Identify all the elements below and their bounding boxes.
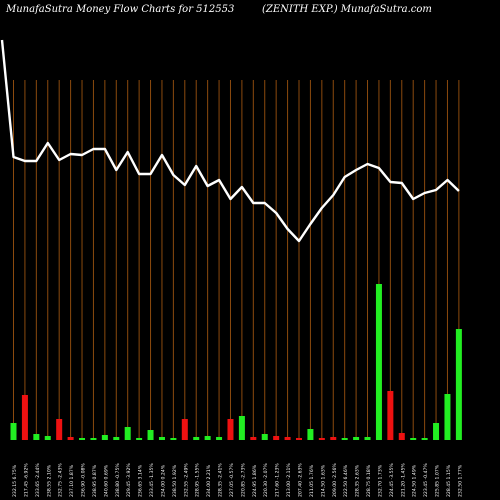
flow-bar bbox=[444, 394, 451, 440]
x-tick-label: 214.50 1.63% bbox=[320, 464, 326, 497]
flow-bar bbox=[387, 391, 394, 440]
x-tick-label: 238.95 0.87% bbox=[92, 464, 98, 497]
flow-bar bbox=[433, 423, 440, 440]
x-tick-label: 232.15 6.75% bbox=[12, 464, 18, 497]
x-tick-label: 207.40 -2.63% bbox=[298, 463, 304, 497]
x-tick-label: 223.45 -0.47% bbox=[423, 463, 429, 497]
x-tick-label: 232.50 1.77% bbox=[457, 464, 463, 497]
flow-bar bbox=[398, 433, 405, 440]
x-tick-label: 222.50 6.46% bbox=[343, 464, 349, 497]
flow-bar bbox=[113, 437, 120, 440]
flow-bar bbox=[353, 437, 360, 440]
x-tick-label: 217.60 -1.23% bbox=[275, 463, 281, 497]
flow-bar bbox=[421, 438, 428, 440]
flow-bar bbox=[216, 437, 223, 440]
x-tick-label: 213.00 -2.11% bbox=[286, 463, 292, 497]
flow-bar bbox=[44, 436, 51, 440]
flow-bar bbox=[158, 437, 165, 440]
flow-bar bbox=[330, 437, 337, 440]
flow-bar bbox=[124, 427, 131, 440]
x-tick-label: 228.95 -1.55% bbox=[195, 463, 201, 497]
flow-bar bbox=[375, 284, 382, 440]
x-tick-label: 232.55 -2.49% bbox=[183, 463, 189, 497]
x-tick-label: 217.45 -6.92% bbox=[23, 463, 29, 497]
x-tick-label: 238.80 -0.75% bbox=[115, 463, 121, 497]
flow-bar bbox=[341, 438, 348, 440]
flow-bar bbox=[170, 438, 177, 440]
x-tick-label: 221.20 -1.45% bbox=[400, 463, 406, 497]
flow-bar bbox=[21, 395, 28, 440]
money-flow-line bbox=[0, 39, 460, 243]
x-tick-label: 232.75 -2.43% bbox=[58, 463, 64, 497]
flow-bar bbox=[181, 419, 188, 440]
x-tick-label: 229.45 -3.92% bbox=[126, 463, 132, 497]
x-tick-label: 225.85 1.07% bbox=[435, 464, 441, 497]
x-tick-label: 228.45 1.15% bbox=[446, 464, 452, 497]
x-tick-label: 211.05 1.76% bbox=[309, 464, 315, 497]
flow-bar bbox=[238, 416, 245, 440]
flow-bar bbox=[227, 419, 234, 440]
flow-bar bbox=[273, 436, 280, 440]
x-tick-label: 227.05 -0.57% bbox=[229, 463, 235, 497]
flow-bar bbox=[455, 329, 462, 440]
flow-bar bbox=[307, 429, 314, 440]
x-tick-label: 238.50 1.92% bbox=[172, 464, 178, 497]
flow-bar bbox=[193, 437, 200, 440]
x-tick-label: 228.35 -2.41% bbox=[218, 463, 224, 497]
flow-bar bbox=[284, 437, 291, 440]
flow-bar bbox=[10, 423, 17, 440]
chart-subtitle: (ZENITH EXP.) MunafaSutra.com bbox=[262, 4, 432, 15]
x-tick-label: 240.60 0.69% bbox=[103, 464, 109, 497]
flow-bar bbox=[204, 436, 211, 440]
x-tick-label: 224.50 1.49% bbox=[412, 464, 418, 497]
x-tick-label: 236.90 -0.08% bbox=[81, 463, 87, 497]
x-tick-label: 224.45 -3.55% bbox=[389, 463, 395, 497]
x-tick-label: 220.30 -2.07% bbox=[263, 463, 269, 497]
x-tick-label: 228.75 0.18% bbox=[366, 464, 372, 497]
x-tick-label: 237.10 1.87% bbox=[69, 464, 75, 497]
flow-bar bbox=[296, 438, 302, 440]
x-tick-label: 224.95 1.86% bbox=[252, 464, 258, 497]
x-tick-label: 232.70 1.73% bbox=[377, 464, 383, 497]
x-tick-label: 236.65 3.14% bbox=[138, 464, 144, 497]
flow-bar bbox=[33, 434, 40, 440]
x-tick-label: 220.85 -2.73% bbox=[240, 463, 246, 497]
x-tick-label: 234.00 0.24% bbox=[160, 464, 166, 497]
flow-bar bbox=[90, 438, 97, 440]
flow-bar bbox=[261, 434, 268, 440]
x-tick-label: 238.55 2.10% bbox=[46, 464, 52, 497]
x-tick-label: 228.35 2.63% bbox=[355, 464, 361, 497]
flow-bar bbox=[101, 435, 108, 440]
flow-bar bbox=[147, 430, 154, 440]
chart-title: MunafaSutra Money Flow Charts for 512553 bbox=[6, 4, 235, 15]
x-tick-label: 234.00 2.21% bbox=[206, 464, 212, 497]
flow-bar bbox=[318, 438, 325, 440]
x-tick-label: 233.45 -1.35% bbox=[149, 463, 155, 497]
flow-bar bbox=[364, 437, 371, 440]
flow-bar bbox=[250, 437, 257, 440]
x-tick-label: 233.65 -2.44% bbox=[35, 463, 41, 497]
flow-bar bbox=[410, 438, 417, 440]
flow-bar bbox=[56, 419, 63, 440]
flow-bar bbox=[67, 437, 74, 440]
x-tick-label: 209.00 -2.56% bbox=[332, 463, 338, 497]
flow-bar bbox=[79, 438, 86, 440]
flow-bar bbox=[136, 438, 143, 440]
